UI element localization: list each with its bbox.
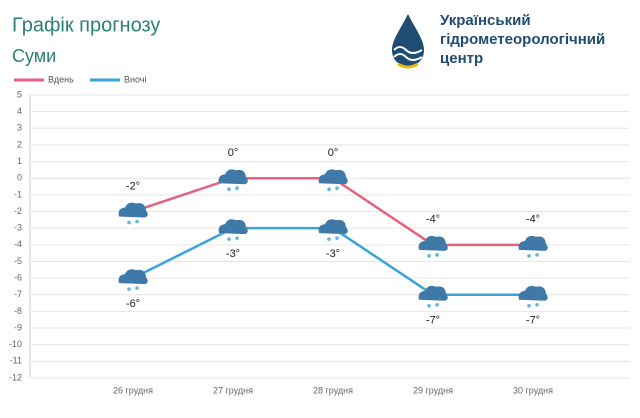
snowflake <box>527 303 531 308</box>
snowflake <box>135 286 139 290</box>
snowflake <box>127 220 131 225</box>
x-tick-label: 28 грудня <box>313 385 353 395</box>
snowflake <box>227 187 231 192</box>
y-tick-label: 3 <box>17 123 22 133</box>
y-tick-label: 1 <box>17 156 22 166</box>
cloud <box>118 202 148 218</box>
weather-icon <box>418 285 448 308</box>
snowflake <box>335 236 339 240</box>
weather-icon <box>418 235 448 258</box>
snowflake <box>127 287 131 291</box>
y-tick-label: 0 <box>17 173 22 183</box>
cloud <box>318 219 348 235</box>
weather-icon <box>518 285 548 308</box>
x-tick-label: 30 грудня <box>513 385 553 395</box>
snowflake <box>435 253 439 257</box>
y-tick-label: 2 <box>17 139 22 149</box>
snowflake <box>535 302 539 307</box>
cloud <box>418 235 448 251</box>
value-label: -7° <box>526 315 540 327</box>
cloud <box>218 219 248 235</box>
snowflake <box>427 254 431 258</box>
value-label: -6° <box>126 298 140 310</box>
logo <box>392 14 424 69</box>
x-tick-label: 27 грудня <box>213 385 253 395</box>
weather-icon <box>218 169 248 192</box>
weather-icon <box>318 169 348 192</box>
cloud <box>218 169 248 185</box>
y-tick-label: 4 <box>17 106 22 116</box>
org-name: центр <box>440 50 483 67</box>
y-tick-label: -1 <box>14 189 22 199</box>
org-name: Український <box>440 12 531 29</box>
y-tick-label: -7 <box>14 289 22 299</box>
value-label: -3° <box>326 248 340 260</box>
value-label: 0° <box>228 147 239 159</box>
x-tick-label: 29 грудня <box>413 385 453 395</box>
org-name: гідрометеорологічний <box>440 31 605 48</box>
snowflake <box>135 219 139 224</box>
y-tick-label: 5 <box>17 89 22 99</box>
snowflake <box>235 186 239 191</box>
y-tick-label: -6 <box>14 272 22 282</box>
weather-icon <box>318 219 348 241</box>
snowflake <box>235 236 239 240</box>
legend-label: Вночі <box>124 74 146 84</box>
weather-icon <box>118 202 148 225</box>
snowflake <box>227 237 231 241</box>
value-label: -2° <box>126 180 140 192</box>
y-tick-label: -2 <box>14 206 22 216</box>
snowflake <box>435 302 439 307</box>
y-tick-label: -4 <box>14 239 22 249</box>
cloud <box>118 269 148 285</box>
y-tick-label: -11 <box>10 356 22 366</box>
value-label: -3° <box>226 248 240 260</box>
y-tick-label: -5 <box>14 256 22 266</box>
y-tick-label: -12 <box>9 372 22 382</box>
snowflake <box>327 237 331 241</box>
weather-icon <box>118 269 148 291</box>
legend-label: Вдень <box>48 74 74 84</box>
y-tick-label: -10 <box>9 339 22 349</box>
cloud <box>518 235 548 251</box>
value-label: -4° <box>426 214 440 226</box>
cloud <box>318 169 348 185</box>
city: Суми <box>12 46 56 66</box>
value-label: -7° <box>426 315 440 327</box>
snowflake <box>427 303 431 308</box>
snowflake <box>535 253 539 257</box>
weather-icon <box>218 219 248 241</box>
y-tick-label: -9 <box>14 322 22 332</box>
snowflake <box>527 254 531 258</box>
value-label: -4° <box>526 214 540 226</box>
cloud <box>418 285 448 301</box>
value-label: 0° <box>328 147 339 159</box>
cloud <box>518 285 548 301</box>
y-tick-label: -8 <box>14 306 22 316</box>
snowflake <box>327 187 331 192</box>
snowflake <box>335 186 339 191</box>
x-tick-label: 26 грудня <box>113 385 153 395</box>
weather-icon <box>518 235 548 258</box>
y-tick-label: -3 <box>14 223 22 233</box>
page-title: Графік прогнозу <box>12 14 160 36</box>
